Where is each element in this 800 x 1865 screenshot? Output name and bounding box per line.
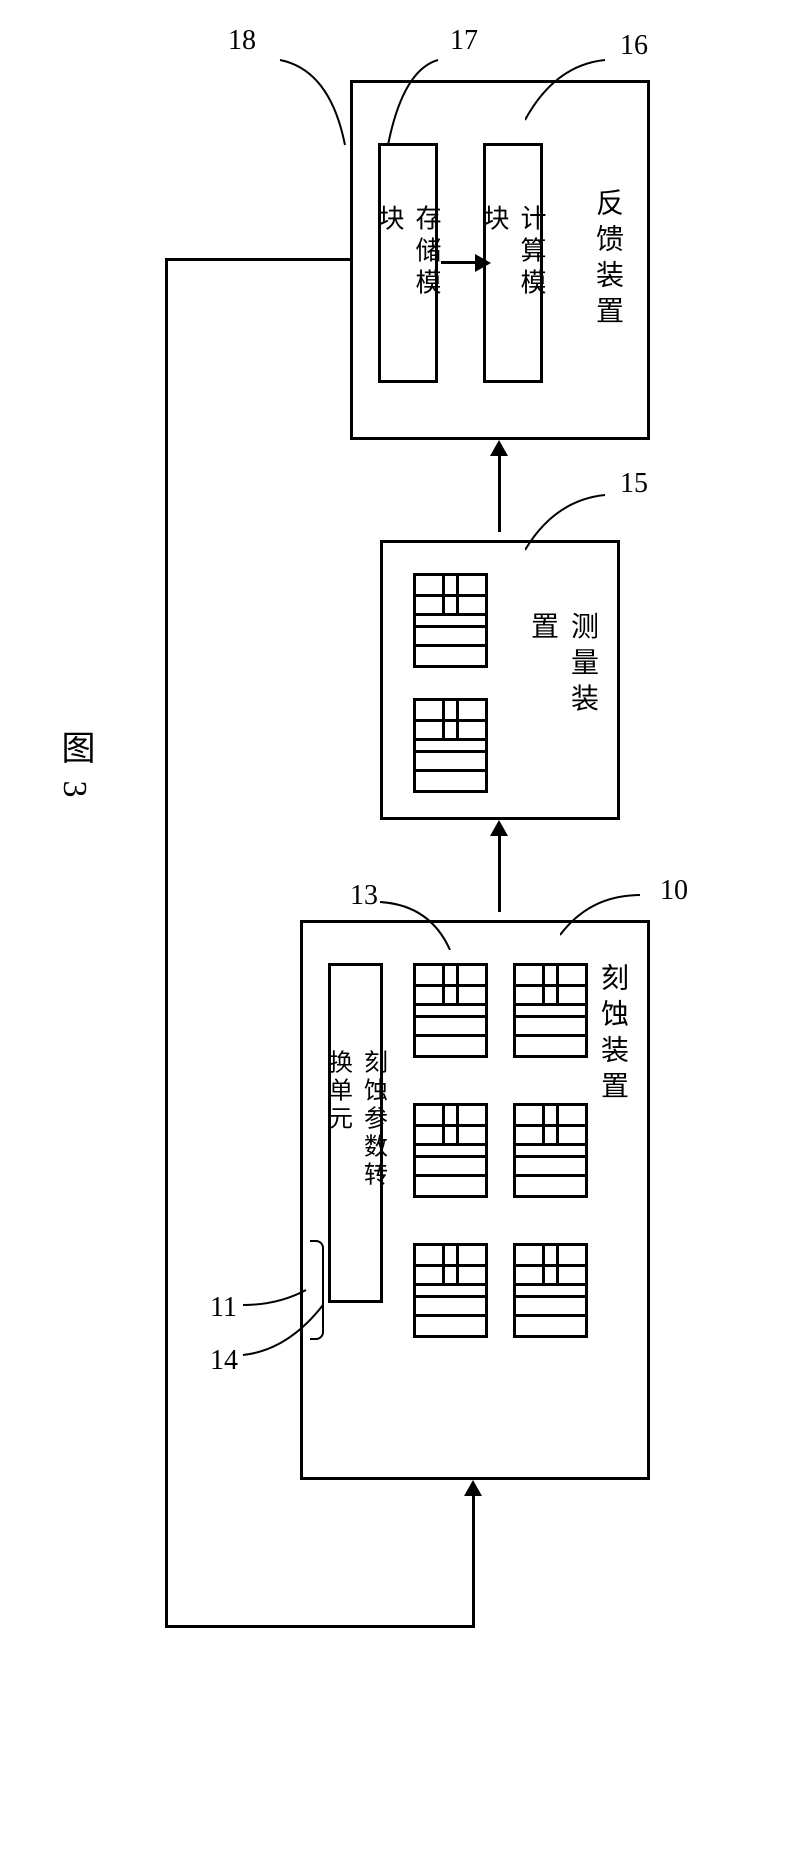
arrow-head-feedback-loop	[464, 1480, 482, 1496]
feedback-loop-vert	[165, 258, 168, 1628]
etching-title: 刻蚀装置	[592, 963, 632, 1107]
figure-label: 图 3	[50, 730, 99, 802]
arrow-measure-feedback	[498, 454, 501, 532]
callout-14-leader	[228, 1300, 328, 1370]
callout-14: 14	[210, 1345, 238, 1377]
feedback-loop-up	[472, 1494, 475, 1628]
callout-10-leader	[560, 880, 670, 940]
measurement-title: 测量装置	[522, 612, 602, 749]
feedback-loop-bot	[165, 1625, 475, 1628]
feedback-loop-top	[165, 258, 353, 261]
measurement-device-box: 测量装置	[380, 540, 620, 820]
wafer-measure-2	[413, 698, 488, 793]
storage-module-label: 存储模块	[371, 205, 445, 322]
arrow-storage-compute	[441, 261, 479, 264]
wafer-etch-22	[513, 1103, 588, 1198]
storage-module-box: 存储模块	[378, 143, 438, 383]
wafer-measure-1	[413, 573, 488, 668]
callout-13-leader	[370, 890, 480, 950]
callout-16: 16	[620, 30, 648, 62]
callout-17: 17	[450, 25, 478, 57]
callout-15: 15	[620, 468, 648, 500]
param-unit-box: 刻蚀参数转换单元	[328, 963, 383, 1303]
arrow-head-storage-compute	[475, 254, 491, 272]
wafer-etch-32	[513, 1243, 588, 1338]
callout-13: 13	[350, 880, 378, 912]
param-unit-label: 刻蚀参数转换单元	[321, 1050, 391, 1217]
wafer-etch-11	[413, 963, 488, 1058]
callout-10: 10	[660, 875, 688, 907]
arrow-etch-measure	[498, 834, 501, 912]
wafer-etch-12	[513, 963, 588, 1058]
arrow-head-etch-measure	[490, 820, 508, 836]
callout-18-leader	[250, 30, 350, 150]
callout-18: 18	[228, 25, 256, 57]
etching-device-box: 刻蚀装置 刻蚀参数转换单元	[300, 920, 650, 1480]
wafer-etch-31	[413, 1243, 488, 1338]
compute-module-box: 计算模块	[483, 143, 543, 383]
diagram-container: 反馈装置 存储模块 计算模块 16 17 18 测量装置	[120, 80, 680, 1780]
arrow-head-measure-feedback	[490, 440, 508, 456]
wafer-etch-21	[413, 1103, 488, 1198]
feedback-title: 反馈装置	[587, 188, 627, 332]
